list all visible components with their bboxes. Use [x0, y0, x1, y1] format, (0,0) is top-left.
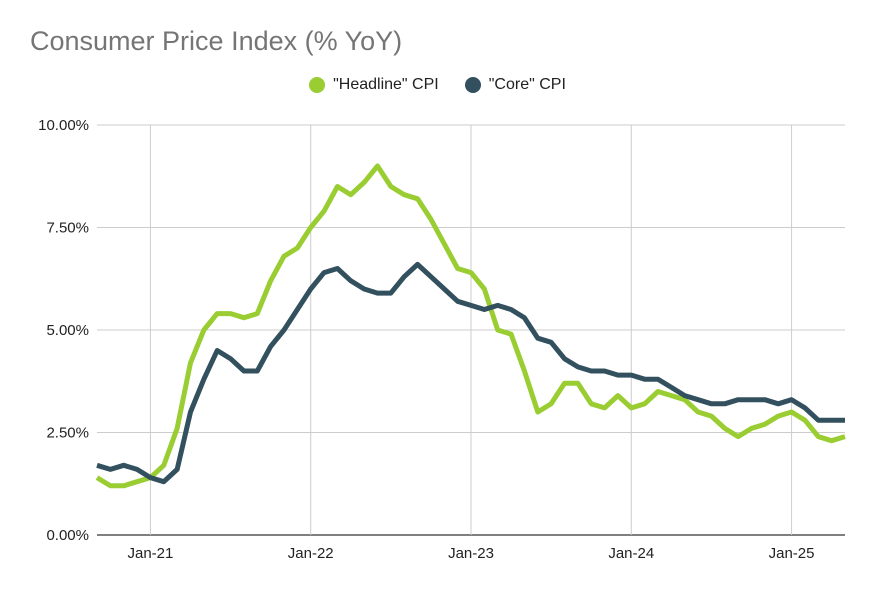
y-tick-label: 10.00% [38, 117, 89, 134]
x-axis-tick-labels: Jan-21 Jan-22 Jan-23 Jan-24 Jan-25 [127, 545, 814, 562]
x-tick-label: Jan-21 [127, 545, 173, 562]
legend-swatch-core [464, 77, 481, 93]
legend-label-core: "Core" CPI [488, 76, 566, 93]
x-tick-label: Jan-24 [608, 545, 654, 562]
vertical-gridlines [149, 125, 793, 535]
chart-title: Consumer Price Index (% YoY) [30, 26, 403, 56]
y-tick-label: 5.00% [46, 322, 89, 339]
y-tick-label: 7.50% [46, 220, 89, 237]
legend-label-headline: "Headline" CPI [333, 76, 439, 93]
legend-entry-core: "Core" CPI [464, 76, 566, 94]
y-axis-tick-labels: 0.00% 2.50% 5.00% 7.50% 10.00% [38, 117, 89, 544]
legend-swatch-headline [309, 77, 326, 93]
legend: "Headline" CPI "Core" CPI [0, 76, 875, 94]
x-tick-label: Jan-23 [448, 545, 494, 562]
x-tick-label: Jan-25 [769, 545, 815, 562]
series-lines [95, 163, 846, 489]
y-tick-label: 2.50% [46, 425, 89, 442]
series-line-headline-cpi [95, 163, 846, 489]
x-tick-label: Jan-22 [288, 545, 334, 562]
series-line-core-cpi [96, 261, 845, 485]
legend-entry-headline: "Headline" CPI [309, 76, 439, 94]
y-tick-label: 0.00% [46, 527, 89, 544]
